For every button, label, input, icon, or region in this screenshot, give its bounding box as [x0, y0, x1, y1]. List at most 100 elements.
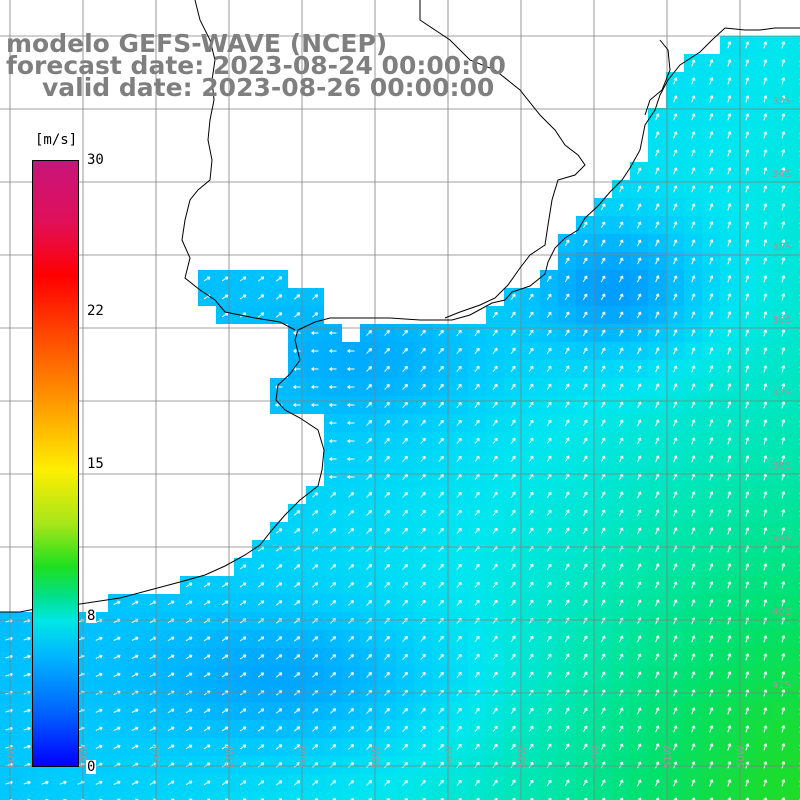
wind-arrow: [546, 491, 552, 499]
wind-arrow: [420, 779, 426, 786]
wind-arrow: [655, 185, 660, 193]
wind-arrow: [221, 726, 229, 732]
wind-arrow: [456, 419, 462, 427]
colorbar-unit: [m/s]: [34, 132, 79, 148]
colorbar-tick-15: 15: [86, 456, 105, 472]
wind-arrow: [384, 420, 390, 426]
wind-arrow: [438, 653, 444, 661]
wind-arrow: [402, 329, 408, 336]
wind-arrow: [564, 419, 570, 427]
wind-arrow: [332, 798, 337, 800]
wind-cell: [792, 324, 800, 342]
wind-arrow: [727, 419, 732, 427]
wind-arrow: [600, 635, 606, 643]
uruguay-coast: [419, 0, 586, 319]
wind-arrow: [600, 671, 606, 679]
wind-arrow: [673, 131, 678, 139]
wind-arrow: [618, 455, 624, 463]
wind-arrow: [293, 762, 301, 768]
wind-arrow: [709, 257, 714, 265]
wind-arrow: [474, 563, 480, 571]
wind-arrow: [618, 653, 624, 661]
wind-arrow: [402, 779, 408, 786]
colorbar-tick-30: 30: [86, 152, 105, 168]
wind-arrow: [781, 365, 786, 373]
wind-arrow: [673, 527, 678, 535]
latitude-label: 35S: [772, 242, 791, 253]
wind-arrow: [330, 582, 337, 588]
wind-arrow: [312, 600, 319, 606]
wind-arrow: [709, 437, 714, 445]
wind-arrow: [564, 239, 570, 247]
wind-arrow: [745, 527, 750, 535]
wind-arrow: [456, 563, 462, 571]
wind-arrow: [582, 311, 588, 319]
wind-arrow: [781, 653, 786, 661]
wind-arrow: [167, 654, 175, 660]
wind-arrow: [221, 672, 229, 678]
wind-arrow: [727, 527, 732, 535]
wind-arrow: [438, 743, 444, 751]
wind-arrow: [203, 780, 211, 786]
wind-arrow: [438, 473, 444, 481]
wind-arrow: [384, 492, 390, 498]
wind-arrow: [655, 257, 660, 265]
wind-arrow: [528, 599, 534, 607]
wind-cell: [792, 396, 800, 414]
wind-arrow: [384, 366, 390, 372]
wind-arrow: [329, 366, 337, 372]
wind-arrow: [275, 672, 283, 678]
wind-arrow: [727, 203, 732, 211]
wind-arrow: [275, 708, 283, 714]
wind-arrow: [727, 563, 732, 571]
wind-arrow: [745, 779, 750, 787]
wind-arrow: [167, 708, 175, 714]
wind-arrow: [745, 239, 750, 247]
wind-arrow: [655, 707, 660, 715]
wind-arrow: [763, 293, 768, 301]
wind-arrow: [564, 581, 570, 589]
wind-arrow: [348, 762, 354, 768]
wind-arrow: [691, 455, 696, 463]
wind-arrow: [330, 708, 337, 714]
wind-arrow: [673, 149, 678, 157]
wind-arrow: [492, 401, 498, 409]
wind-arrow: [691, 77, 696, 85]
wind-cell: [792, 342, 800, 360]
wind-arrow: [95, 708, 103, 713]
wind-arrow: [203, 636, 211, 642]
wind-arrow: [691, 419, 696, 427]
wind-arrow: [564, 671, 570, 679]
wind-arrow: [727, 401, 732, 409]
wind-arrow: [745, 59, 750, 67]
wind-arrow: [781, 401, 786, 409]
wind-cell: [684, 792, 702, 800]
wind-arrow: [492, 563, 498, 571]
wind-arrow: [781, 707, 786, 715]
wind-arrow: [474, 509, 480, 517]
wind-arrow: [564, 293, 570, 301]
wind-arrow: [709, 311, 714, 319]
wind-arrow: [113, 780, 121, 785]
wind-arrow: [510, 347, 516, 355]
wind-arrow: [546, 509, 552, 517]
wind-arrow: [763, 167, 768, 175]
colorbar-tick-8: 8: [86, 608, 97, 624]
wind-arrow: [691, 635, 696, 643]
wind-arrow: [330, 654, 337, 660]
wind-arrow: [618, 779, 624, 787]
wind-arrow: [637, 419, 642, 427]
wind-arrow: [546, 275, 552, 283]
wind-arrow: [600, 725, 606, 733]
wind-arrow: [528, 743, 534, 751]
longitude-label: 56W: [298, 745, 309, 768]
wind-arrow: [763, 383, 768, 391]
wind-cell: [288, 792, 306, 800]
wind-arrow: [709, 491, 714, 499]
wind-cell: [792, 576, 800, 594]
wind-arrow: [546, 761, 552, 769]
wind-cell: [486, 792, 504, 800]
wind-arrow: [600, 293, 606, 301]
wind-arrow: [582, 743, 588, 751]
wind-arrow: [311, 402, 319, 408]
